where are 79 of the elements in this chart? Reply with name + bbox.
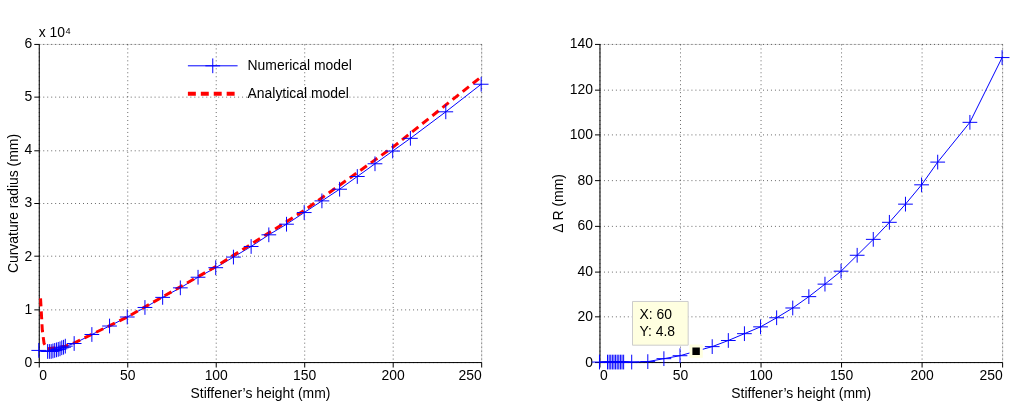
point: [672, 347, 688, 364]
y-tick-label: 120: [569, 80, 594, 97]
point: [83, 326, 100, 343]
point: [994, 49, 1010, 66]
point: [623, 354, 640, 370]
y-tick-label: 20: [577, 308, 594, 325]
point: [154, 289, 171, 306]
point: [784, 300, 801, 316]
y-tick-label: 0: [24, 353, 33, 370]
point: [260, 226, 277, 243]
point: [278, 216, 295, 233]
point: [101, 318, 118, 334]
point: [367, 155, 383, 172]
x-tick-label: 200: [910, 367, 934, 384]
point: [897, 196, 914, 213]
point: [881, 214, 898, 231]
point: [833, 263, 849, 280]
x-tick-label: 250: [458, 367, 482, 384]
y-tick-label: 5: [24, 88, 33, 105]
point: [66, 335, 83, 352]
y-tick-label: 1: [24, 300, 33, 317]
point: [349, 168, 366, 185]
x-tick-label: 50: [120, 367, 136, 384]
annotation: X: 60 Y: 4.8: [639, 306, 676, 340]
point: [962, 114, 978, 131]
y-tick-label: 0: [585, 353, 594, 370]
y-tick-label: 80: [577, 171, 594, 188]
y-tick-label: 100: [569, 126, 594, 143]
point: [296, 204, 313, 221]
x-tick-label: 150: [293, 367, 317, 384]
point: [736, 325, 753, 342]
point: [172, 279, 189, 296]
point: [384, 143, 401, 159]
y-tick-label: 4: [24, 141, 33, 158]
point: [704, 338, 721, 355]
x-tick-label: 0: [599, 367, 608, 384]
point: [656, 350, 672, 367]
point: [331, 181, 348, 198]
y-tick-label: 3: [24, 194, 33, 211]
y-tick-label: 40: [577, 262, 594, 279]
point: [929, 154, 946, 170]
point: [913, 176, 930, 193]
point: [800, 288, 817, 305]
point: [243, 238, 259, 255]
legend-label: Numerical model: [247, 56, 352, 73]
point: [30, 342, 47, 359]
point: [720, 332, 737, 349]
point: [137, 299, 153, 316]
x-tick-label: 100: [749, 367, 773, 384]
point: [849, 247, 866, 264]
point: [119, 309, 136, 325]
point: [207, 259, 224, 276]
point: [639, 353, 656, 370]
y-tick-label: 60: [577, 217, 594, 234]
point: [225, 249, 242, 265]
point: [865, 231, 882, 248]
y-axis-title: Δ R (mm): [549, 174, 566, 233]
x-tick-label: 0: [39, 367, 48, 384]
y-tick-label: 2: [24, 247, 33, 264]
point: [752, 318, 769, 335]
x-tick-label: 50: [672, 367, 689, 384]
point: [314, 193, 330, 209]
y-tick-label: 6: [24, 35, 33, 52]
text: x 10⁴: [38, 23, 72, 40]
y-tick-label: 140: [569, 35, 594, 52]
point: [190, 269, 206, 286]
x-tick-label: 100: [204, 367, 229, 384]
point: [402, 130, 419, 147]
y-axis-title: Curvature radius (mm): [4, 133, 21, 274]
point: [473, 76, 490, 93]
point: [768, 309, 785, 326]
x-axis-title: Stiffener’s height (mm): [190, 385, 331, 402]
point: [437, 103, 454, 120]
x-axis-title: Stiffener’s height (mm): [731, 385, 872, 402]
x-tick-label: 250: [979, 367, 1003, 384]
legend-label: Analytical model: [247, 84, 349, 101]
x-tick-label: 200: [381, 367, 406, 384]
x-tick-label: 150: [829, 367, 854, 384]
point: [817, 276, 833, 292]
